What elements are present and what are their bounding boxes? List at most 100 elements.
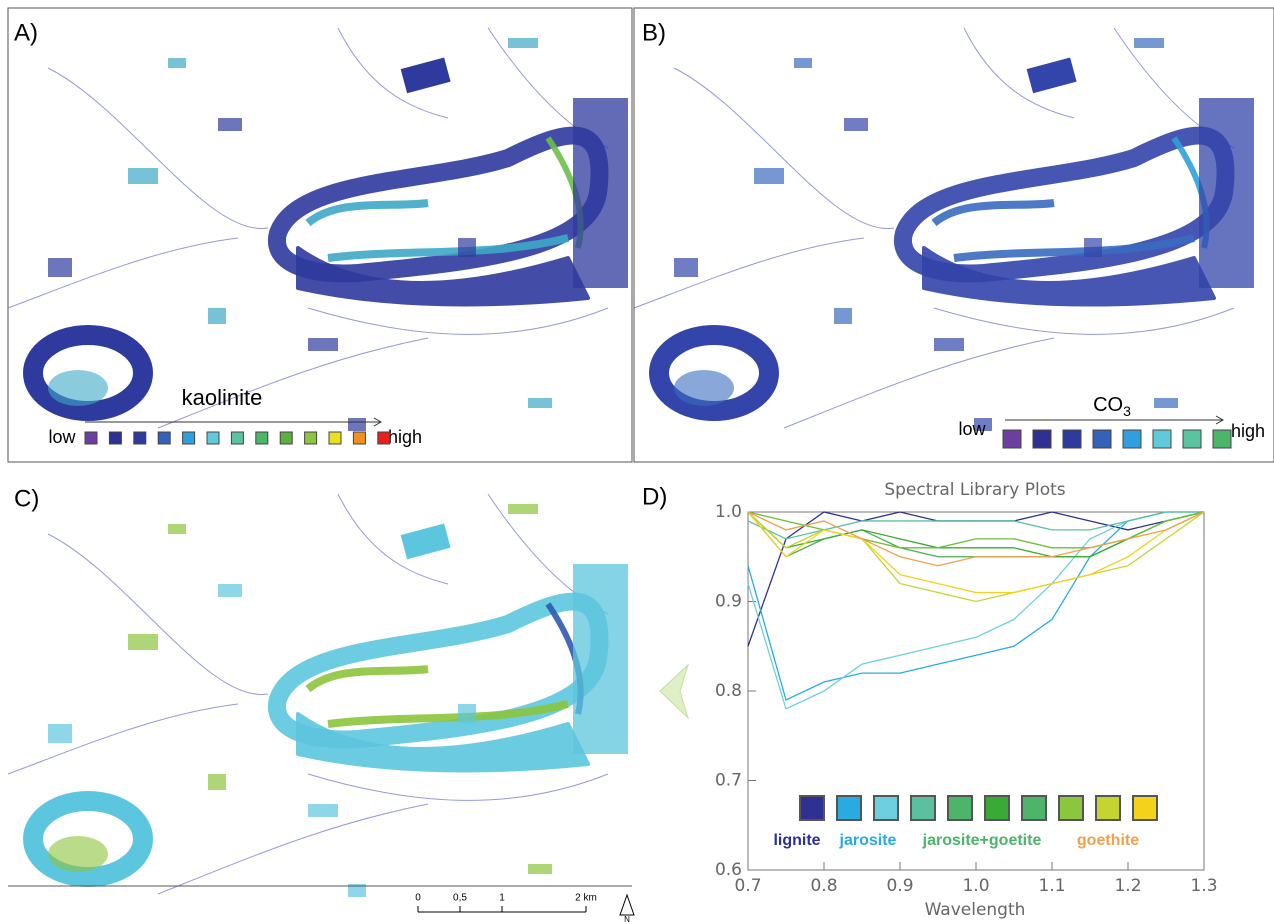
legend-swatch bbox=[230, 431, 244, 445]
chart-title: Spectral Library Plots bbox=[884, 480, 1065, 500]
x-tick-label: 1.3 bbox=[1190, 876, 1217, 896]
x-tick-label: 1.1 bbox=[1038, 876, 1065, 896]
map-feature bbox=[508, 38, 538, 48]
scale-label: 1 bbox=[499, 893, 505, 904]
legend-swatch bbox=[206, 431, 220, 445]
x-axis-label: Wavelength bbox=[925, 900, 1026, 920]
legend-swatch bbox=[799, 795, 825, 821]
legend-swatch bbox=[836, 795, 862, 821]
spectrum-line bbox=[747, 511, 1205, 594]
map-feature bbox=[48, 258, 72, 277]
panel-label: D) bbox=[642, 483, 667, 510]
legend-swatch bbox=[1212, 429, 1232, 449]
legend-label: goethite bbox=[1077, 832, 1139, 849]
map-feature bbox=[633, 27, 1235, 429]
map-feature bbox=[400, 523, 451, 560]
legend-swatch bbox=[377, 431, 391, 445]
legend-swatch bbox=[328, 431, 342, 445]
legend-title: CO3 bbox=[1093, 394, 1131, 418]
legend-swatch bbox=[255, 431, 269, 445]
y-tick-label: 0.6 bbox=[715, 860, 742, 880]
map-feature bbox=[1084, 238, 1102, 257]
map-feature bbox=[308, 804, 338, 817]
x-tick-label: 0.7 bbox=[734, 876, 761, 896]
map-feature bbox=[400, 57, 451, 94]
map-feature bbox=[844, 118, 868, 131]
map-feature bbox=[23, 325, 153, 421]
map-feature bbox=[208, 308, 226, 324]
legend-swatch bbox=[873, 795, 899, 821]
panel-a-frame bbox=[7, 7, 633, 463]
map-feature bbox=[348, 418, 366, 431]
map bbox=[633, 27, 1254, 431]
x-tick-label: 0.8 bbox=[810, 876, 837, 896]
legend-swatch bbox=[279, 431, 293, 445]
legend-arrow-head bbox=[1215, 415, 1225, 425]
legend-swatch bbox=[1132, 795, 1158, 821]
legend-swatch bbox=[352, 431, 366, 445]
legend-high: high bbox=[1231, 421, 1265, 441]
legend-swatch bbox=[1182, 429, 1202, 449]
map-feature bbox=[296, 246, 590, 307]
scale-label: 0 bbox=[415, 893, 421, 904]
map-feature bbox=[528, 864, 552, 874]
legend-swatch bbox=[910, 795, 936, 821]
map-feature bbox=[48, 724, 72, 743]
legend-label: jarosite bbox=[839, 832, 897, 849]
legend-title-main: CO bbox=[1093, 394, 1123, 416]
map bbox=[7, 27, 628, 431]
map-feature bbox=[528, 398, 552, 408]
chevron bbox=[659, 663, 690, 720]
panel-label: C) bbox=[14, 485, 39, 512]
map bbox=[7, 493, 628, 897]
legend-swatch bbox=[1021, 795, 1047, 821]
y-tick-label: 0.7 bbox=[715, 771, 742, 791]
scale-label: 2 km bbox=[575, 893, 597, 904]
panel-label: A) bbox=[14, 19, 38, 46]
panel-b-frame bbox=[633, 7, 1274, 463]
map-feature bbox=[1154, 398, 1178, 408]
map-feature bbox=[458, 704, 476, 723]
legend-swatch bbox=[304, 431, 318, 445]
map-feature bbox=[458, 238, 476, 257]
map-feature bbox=[794, 58, 812, 68]
map-feature bbox=[1199, 98, 1254, 288]
map-feature bbox=[7, 27, 609, 429]
north-arrow bbox=[619, 893, 635, 916]
y-tick-label: 0.8 bbox=[715, 681, 742, 701]
map-feature bbox=[168, 58, 186, 68]
map-feature bbox=[573, 564, 628, 754]
legend-low: low bbox=[48, 427, 76, 447]
legend-swatch bbox=[1095, 795, 1121, 821]
legend-swatch bbox=[1122, 429, 1142, 449]
legend-swatch bbox=[1092, 429, 1112, 449]
legend-swatch bbox=[947, 795, 973, 821]
map-feature bbox=[296, 712, 590, 773]
map-feature bbox=[573, 98, 628, 288]
map-feature bbox=[348, 884, 366, 897]
panel-label: B) bbox=[642, 19, 666, 46]
spectrum-line bbox=[747, 511, 1204, 710]
x-tick-label: 1.0 bbox=[962, 876, 989, 896]
legend-swatch bbox=[108, 431, 122, 445]
legend-swatch bbox=[1152, 429, 1172, 449]
map-feature bbox=[48, 836, 108, 872]
map-feature bbox=[128, 634, 158, 650]
map-feature bbox=[218, 118, 242, 131]
legend-swatch bbox=[1032, 429, 1052, 449]
legend-title: kaolinite bbox=[182, 385, 263, 410]
spectrum-line bbox=[747, 511, 1205, 567]
legend-low: low bbox=[958, 419, 986, 439]
x-tick-label: 1.2 bbox=[1114, 876, 1141, 896]
maps bbox=[7, 27, 1254, 897]
map-feature bbox=[834, 308, 852, 324]
map-feature bbox=[674, 258, 698, 277]
legend-swatch bbox=[1002, 429, 1022, 449]
map-feature bbox=[208, 774, 226, 790]
legend-high: high bbox=[388, 427, 422, 447]
map-feature bbox=[7, 493, 609, 895]
map-feature bbox=[508, 504, 538, 514]
legend-label: lignite bbox=[773, 832, 820, 849]
map-feature bbox=[974, 418, 992, 431]
